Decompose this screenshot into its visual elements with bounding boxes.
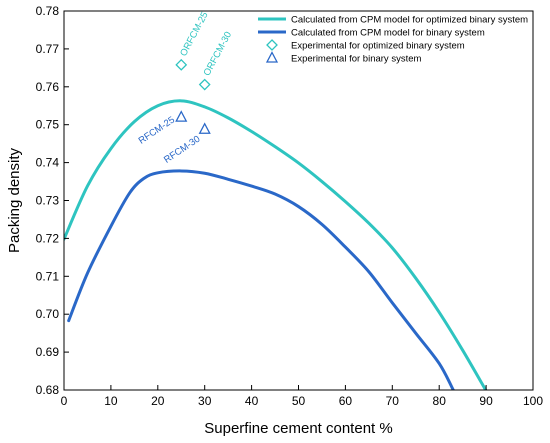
legend-entry-label: Calculated from CPM model for binary sys… [291,28,485,39]
diamond-marker [198,78,211,91]
x-axis-title: Superfine cement content % [204,420,392,437]
legend-entry-label: Calculated from CPM model for optimized … [291,15,528,26]
axes-frame [63,10,534,391]
data-point-label: ORFCM-25 [178,10,211,58]
y-tick-label: 0.72 [36,231,60,245]
x-tick-label: 100 [523,394,543,408]
y-axis: 0.68 0.69 0.70 0.71 0.72 0.73 0.74 0.75 0.76 0.77… [36,4,69,397]
diamond-marker [175,58,188,71]
legend-triangle-swatch [265,51,279,63]
y-tick-label: 0.69 [36,345,60,359]
x-tick-label: 30 [198,394,212,408]
data-point-label: ORFCM-30 [202,30,235,78]
y-tick-label: 0.76 [36,80,60,94]
x-tick-label: 70 [386,394,400,408]
x-tick-label: 60 [339,394,353,408]
y-axis-title: Packing density [6,147,23,253]
series-line-0 [64,99,488,390]
data-point-label: RFCM-30 [162,134,202,166]
x-tick-label: 80 [433,394,447,408]
x-tick-label: 20 [151,394,165,408]
x-tick-label: 90 [479,394,493,408]
series-group [64,99,488,390]
legend-diamond-swatch [266,39,278,51]
y-tick-label: 0.73 [36,194,60,208]
legend: Calculated from CPM model for optimized … [258,15,528,65]
x-tick-label: 40 [245,394,259,408]
triangle-marker [175,110,188,122]
y-tick-label: 0.70 [36,307,60,321]
y-tick-label: 0.68 [36,383,60,397]
y-tick-label: 0.77 [36,42,60,56]
y-tick-label: 0.74 [36,156,60,170]
legend-entry-label: Experimental for optimized binary system [291,41,465,52]
x-tick-label: 0 [61,394,68,408]
triangle-marker [198,122,211,134]
y-tick-label: 0.75 [36,118,60,132]
x-tick-label: 10 [104,394,118,408]
x-tick-label: 50 [292,394,306,408]
y-tick-label: 0.71 [36,269,60,283]
series-line-1 [67,169,455,390]
data-point-label: RFCM-25 [137,114,177,146]
y-tick-label: 0.78 [36,4,60,18]
legend-entry-label: Experimental for binary system [291,54,421,65]
x-axis: 0 10 20 30 40 50 60 70 80 90 100 [61,385,543,408]
